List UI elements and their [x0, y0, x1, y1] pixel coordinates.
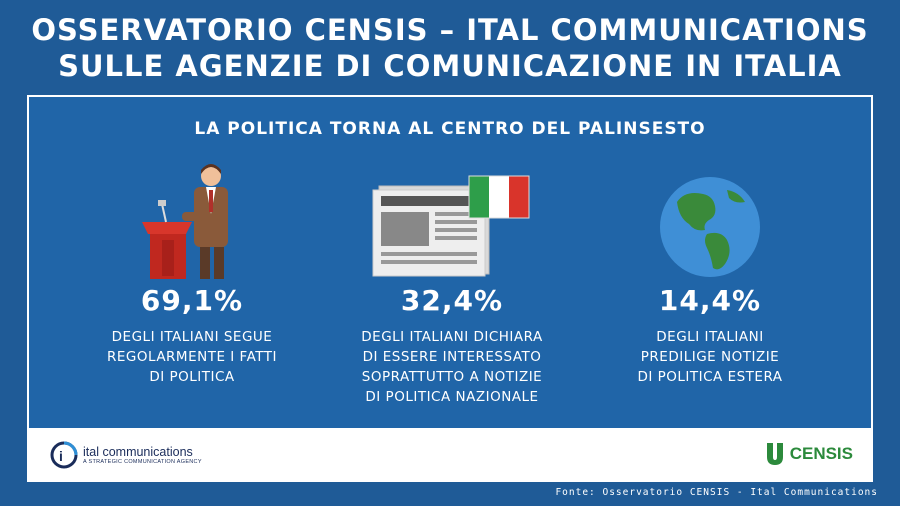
stat-description: DEGLI ITALIANI PREDILIGE NOTIZIE DI POLI… — [637, 329, 783, 385]
stat-value: 69,1% — [140, 284, 244, 317]
stat-description: DEGLI ITALIANI SEGUE REGOLARMENTE I FATT… — [106, 329, 277, 385]
stat-national-politics: 32,4% DEGLI ITALIANI DICHIARA DI ESSERE … — [337, 157, 567, 427]
stat-description: DEGLI ITALIANI DICHIARA DI ESSERE INTERE… — [361, 329, 543, 405]
newspaper-italian-flag-icon — [372, 175, 530, 277]
title-line-2: SULLE AGENZIE DI COMUNICAZIONE IN ITALIA — [58, 49, 842, 83]
stat-foreign-politics: 14,4% DEGLI ITALIANI PREDILIGE NOTIZIE D… — [595, 157, 825, 427]
svg-text:i: i — [59, 448, 63, 464]
page-title: OSSERVATORIO CENSIS – ITAL COMMUNICATION… — [0, 12, 900, 84]
ic-logo-icon: i — [50, 441, 78, 469]
stat-value: 32,4% — [400, 284, 504, 317]
ic-name: ital communications — [83, 444, 193, 459]
globe-icon — [660, 177, 760, 277]
censis-mark-icon — [766, 443, 783, 465]
stat-value: 14,4% — [658, 284, 762, 317]
source-note: Fonte: Osservatorio CENSIS - Ital Commun… — [555, 487, 878, 498]
card-subtitle: LA POLITICA TORNA AL CENTRO DEL PALINSES… — [194, 119, 706, 139]
ic-tagline: A STRATEGIC COMMUNICATION AGENCY — [83, 458, 202, 465]
politician-podium-icon — [142, 164, 228, 279]
infographic-card: LA POLITICA TORNA AL CENTRO DEL PALINSES… — [27, 95, 873, 430]
logo-bar: i ital communications A STRATEGIC COMMUN… — [27, 430, 873, 482]
censis-logo: CENSIS — [761, 439, 853, 469]
title-line-1: OSSERVATORIO CENSIS – ITAL COMMUNICATION… — [31, 13, 869, 47]
censis-name: CENSIS — [789, 444, 853, 463]
ital-communications-logo: i ital communications A STRATEGIC COMMUN… — [49, 440, 202, 470]
stat-politics-followers: 69,1% DEGLI ITALIANI SEGUE REGOLARMENTE … — [77, 157, 307, 427]
